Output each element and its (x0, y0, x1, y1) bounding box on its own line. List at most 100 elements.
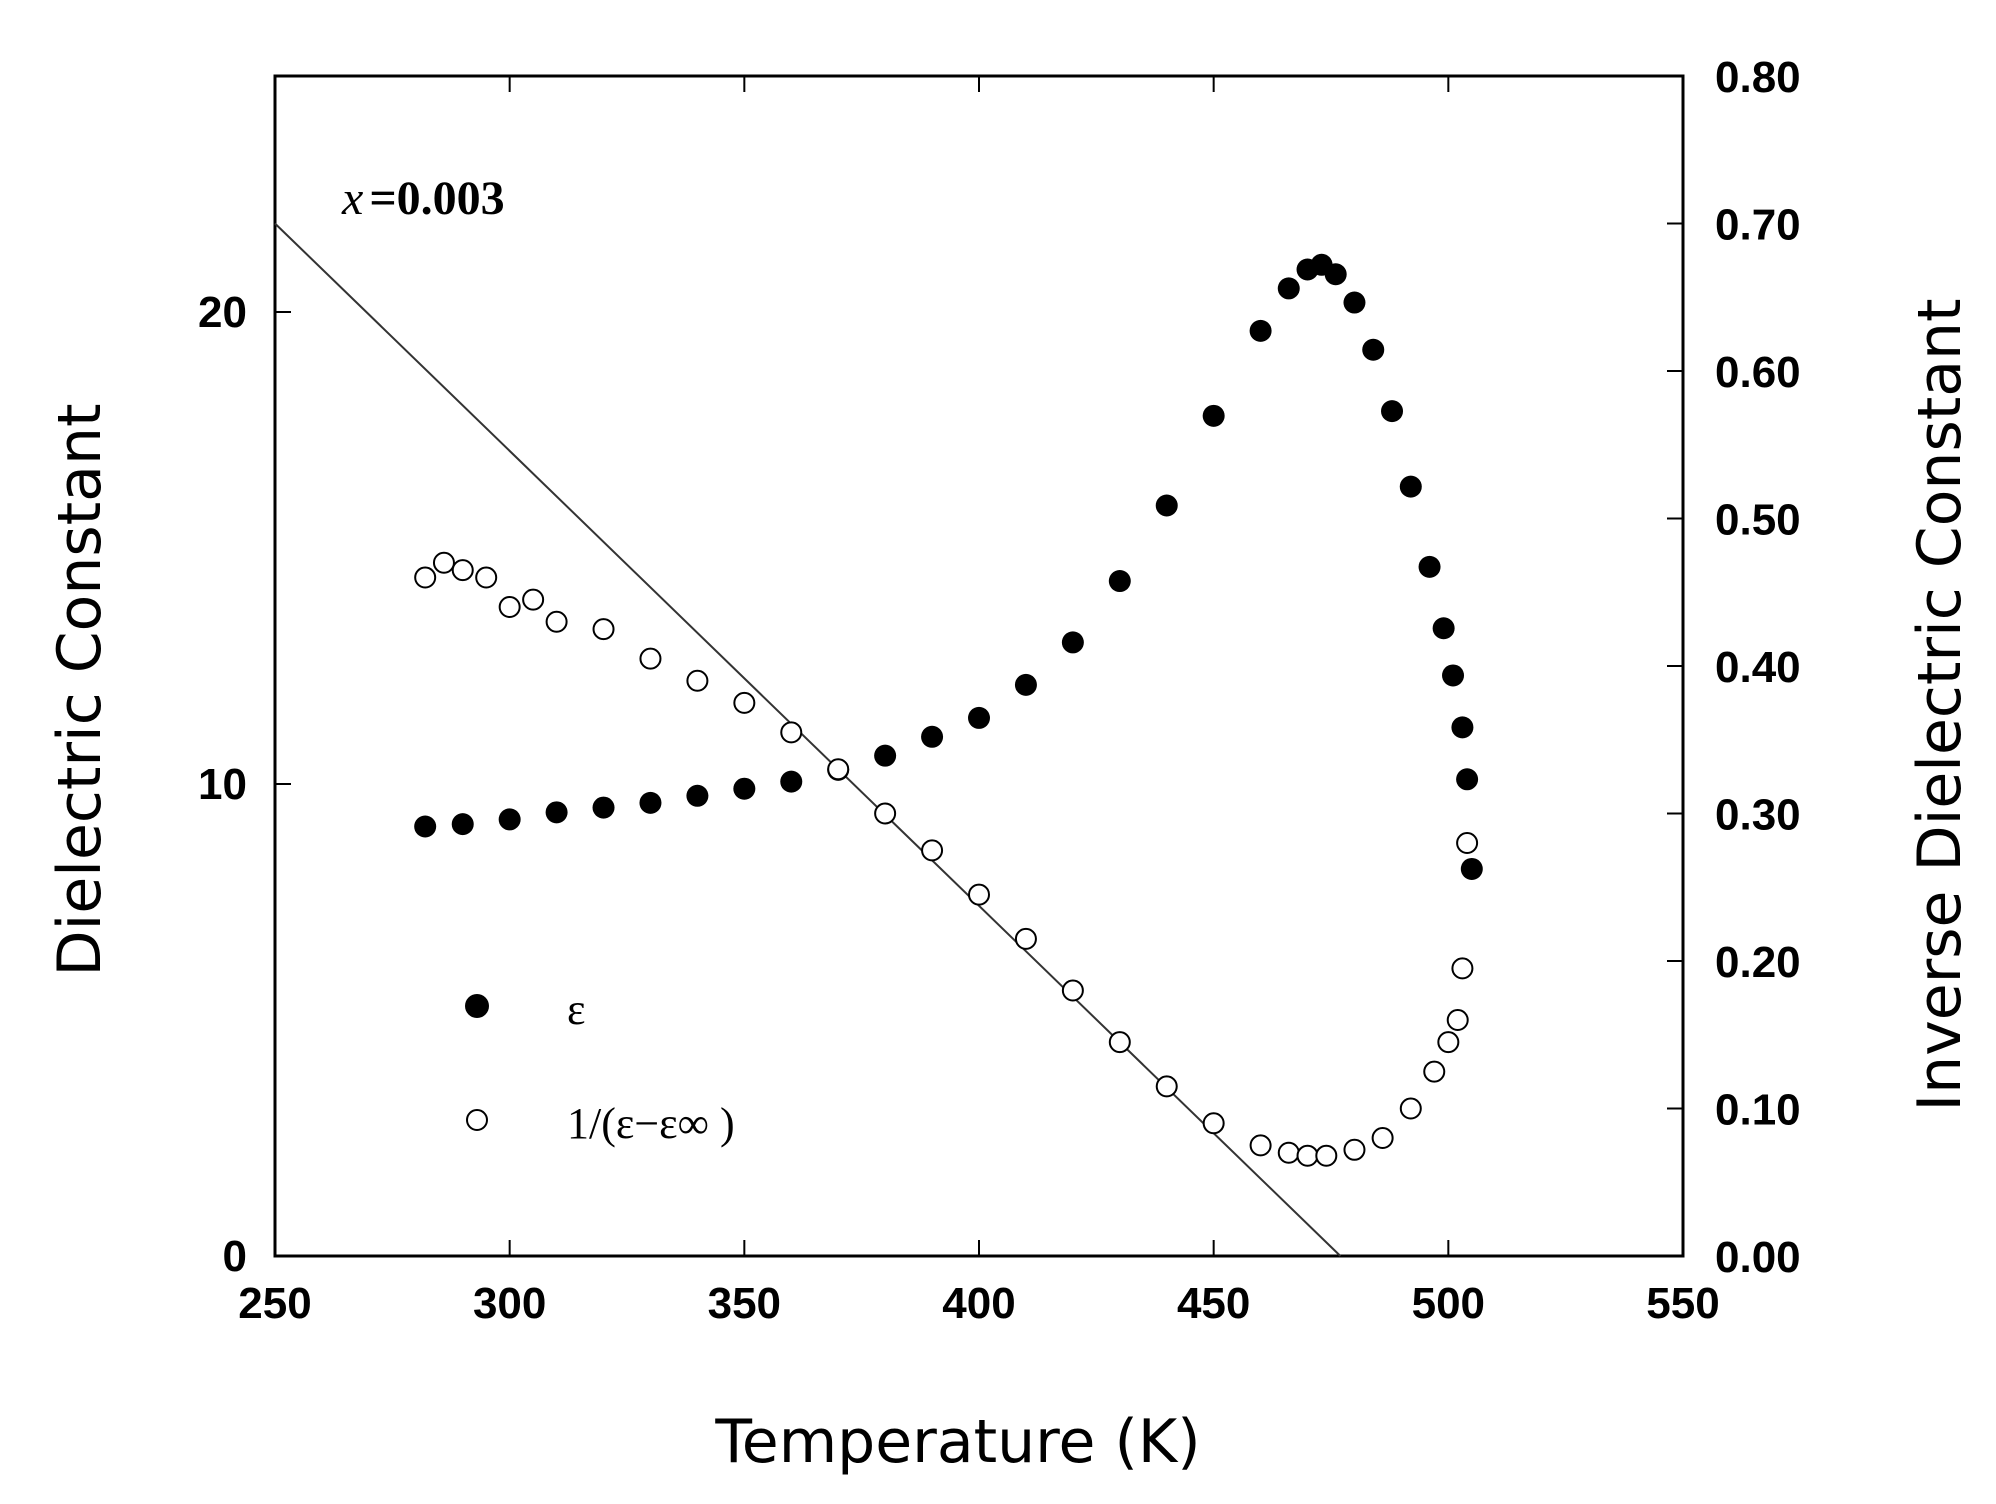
composition-annotation: x =0.003 (341, 172, 505, 225)
points-layer (414, 253, 1483, 1167)
epsilon-point (414, 815, 437, 838)
epsilon-point (498, 808, 521, 831)
epsilon-point (780, 770, 803, 793)
inverse-epsilon-point (1371, 1127, 1394, 1149)
y2-tick-label: 0.00 (1715, 1233, 1801, 1282)
y-tick-label: 20 (198, 288, 247, 337)
inverse-epsilon-point (1061, 979, 1084, 1002)
inverse-epsilon-point (733, 691, 756, 714)
inverse-epsilon-point (1249, 1134, 1272, 1157)
inverse-epsilon-point (414, 566, 437, 589)
fit-line-layer (274, 222, 1342, 1257)
x-tick-label: 550 (1646, 1279, 1719, 1328)
annotation-variable: x (341, 172, 363, 225)
inverse-epsilon-point (1108, 1031, 1131, 1054)
y-axis-title: Dielectric Constant (45, 403, 115, 976)
inverse-epsilon-point (592, 618, 615, 641)
inverse-epsilon-point (1277, 1141, 1300, 1164)
inverse-epsilon-point (1456, 832, 1479, 854)
legend-label-epsilon: ε (567, 985, 585, 1034)
epsilon-point (1381, 400, 1404, 423)
linear-fit-line (274, 222, 1342, 1257)
inverse-epsilon-point (1155, 1075, 1178, 1098)
x-tick-label: 300 (473, 1279, 546, 1328)
inverse-epsilon-point (451, 559, 474, 582)
x-axis-title: Temperature (K) (714, 1407, 1200, 1477)
inverse-epsilon-point (639, 647, 662, 670)
inverse-epsilon-point (1202, 1112, 1225, 1135)
inverse-epsilon-point (432, 551, 455, 574)
inverse-epsilon-point (1446, 1009, 1469, 1031)
epsilon-point (1362, 338, 1385, 361)
y2-tick-label: 0.20 (1715, 938, 1801, 987)
y2-tick-label: 0.70 (1715, 201, 1801, 250)
inverse-epsilon-point (1399, 1097, 1422, 1120)
tick-labels-layer: 250 300 350 400 450 500 550 0 10 20 0.00 0.10 0.20 0.… (198, 53, 1801, 1328)
legend: ε 1/(ε−ε∞ ) (465, 985, 735, 1148)
x-tick-label: 450 (1177, 1279, 1250, 1328)
inverse-epsilon-point (1423, 1060, 1446, 1083)
inverse-epsilon-point (1315, 1144, 1338, 1167)
legend-label-inverse: 1/(ε−ε∞ ) (567, 1099, 735, 1148)
inverse-epsilon-point (1343, 1138, 1366, 1161)
epsilon-point (968, 706, 990, 729)
epsilon-point (1061, 631, 1084, 654)
epsilon-point (592, 796, 615, 819)
epsilon-point (733, 777, 756, 800)
y2-tick-label: 0.60 (1715, 348, 1801, 397)
inverse-epsilon-point (874, 802, 897, 825)
epsilon-point (639, 791, 662, 814)
inverse-epsilon-point (686, 669, 709, 692)
y-tick-label: 10 (198, 760, 247, 809)
x-tick-label: 500 (1412, 1279, 1485, 1328)
inverse-epsilon-point (1296, 1144, 1319, 1167)
epsilon-point (686, 784, 709, 807)
annotation-value: =0.003 (369, 172, 504, 225)
inverse-epsilon-point (780, 721, 803, 744)
epsilon-point (1202, 404, 1225, 427)
epsilon-point (1324, 263, 1347, 286)
inverse-epsilon-point (1437, 1031, 1460, 1054)
epsilon-point (545, 801, 568, 824)
epsilon-point (1432, 617, 1455, 640)
epsilon-point (1343, 291, 1366, 314)
inverse-epsilon-point (1451, 957, 1474, 980)
epsilon-point (1442, 664, 1465, 687)
inverse-epsilon-point (545, 610, 568, 633)
epsilon-point (1108, 570, 1131, 593)
inverse-epsilon-point (498, 596, 521, 618)
legend-open-marker (466, 1109, 488, 1131)
plot-frame (273, 74, 1685, 1258)
y2-tick-label: 0.10 (1715, 1086, 1801, 1135)
epsilon-point (921, 725, 944, 748)
legend-filled-marker (465, 994, 489, 1018)
epsilon-point (1399, 475, 1422, 498)
y2-tick-label: 0.80 (1715, 53, 1801, 102)
x-tick-label: 250 (238, 1279, 311, 1328)
inverse-epsilon-point (522, 588, 545, 611)
epsilon-point (1451, 716, 1474, 739)
inverse-epsilon-point (827, 758, 850, 781)
epsilon-point (1460, 857, 1483, 880)
inverse-epsilon-point (475, 566, 498, 589)
epsilon-point (1418, 555, 1441, 578)
y2-tick-label: 0.30 (1715, 791, 1801, 840)
y-tick-label: 0 (223, 1232, 247, 1281)
inverse-epsilon-point (921, 839, 944, 862)
y2-tick-label: 0.50 (1715, 496, 1801, 545)
ticks-layer (274, 75, 1684, 1257)
epsilon-point (1249, 319, 1272, 342)
x-tick-label: 400 (942, 1279, 1015, 1328)
inverse-epsilon-point (1014, 927, 1037, 950)
epsilon-point (1456, 768, 1479, 791)
inverse-epsilon-point (968, 883, 990, 906)
x-tick-label: 350 (708, 1279, 781, 1328)
epsilon-point (1155, 494, 1178, 517)
epsilon-point (1014, 673, 1037, 696)
y2-axis-title: Inverse Dielectric Constant (1905, 298, 1975, 1111)
y2-tick-label: 0.40 (1715, 643, 1801, 692)
epsilon-point (451, 813, 474, 836)
epsilon-point (1277, 277, 1300, 300)
epsilon-point (874, 744, 897, 767)
